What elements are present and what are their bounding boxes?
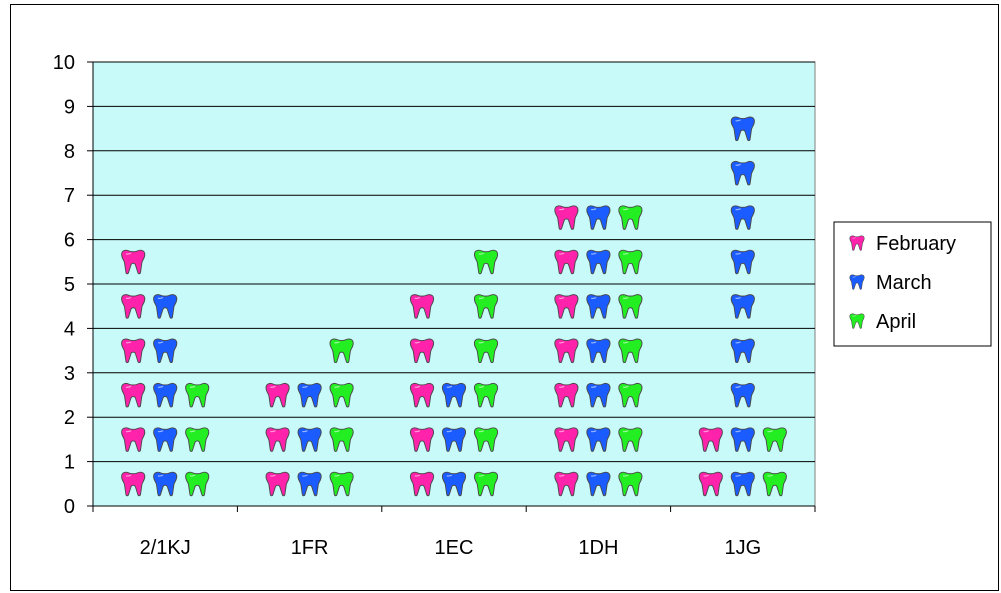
x-tick-label: 2/1KJ: [140, 537, 191, 559]
y-tick-label: 9: [64, 96, 75, 118]
legend-item: March: [849, 272, 932, 294]
x-tick-label: 1FR: [291, 537, 329, 559]
y-tick-label: 4: [64, 318, 75, 340]
x-tick-label: 1EC: [435, 537, 474, 559]
y-tick-label: 1: [64, 452, 75, 474]
y-tick-label: 2: [64, 407, 75, 429]
legend-label: April: [876, 311, 916, 333]
y-tick-label: 5: [64, 274, 75, 296]
legend-label: February: [876, 233, 956, 255]
legend-item: April: [849, 311, 916, 333]
legend-item: February: [849, 233, 956, 255]
y-tick-label: 3: [64, 363, 75, 385]
y-tick-label: 7: [64, 185, 75, 207]
legend: February March April: [833, 221, 992, 347]
y-tick-label: 8: [64, 141, 75, 163]
x-tick-label: 1DH: [578, 537, 618, 559]
y-tick-label: 10: [53, 52, 75, 74]
bar: [730, 116, 756, 497]
y-tick-label: 0: [64, 496, 75, 518]
x-tick-label: 1JG: [724, 537, 761, 559]
legend-label: March: [876, 272, 932, 294]
y-tick-label: 6: [64, 230, 75, 252]
